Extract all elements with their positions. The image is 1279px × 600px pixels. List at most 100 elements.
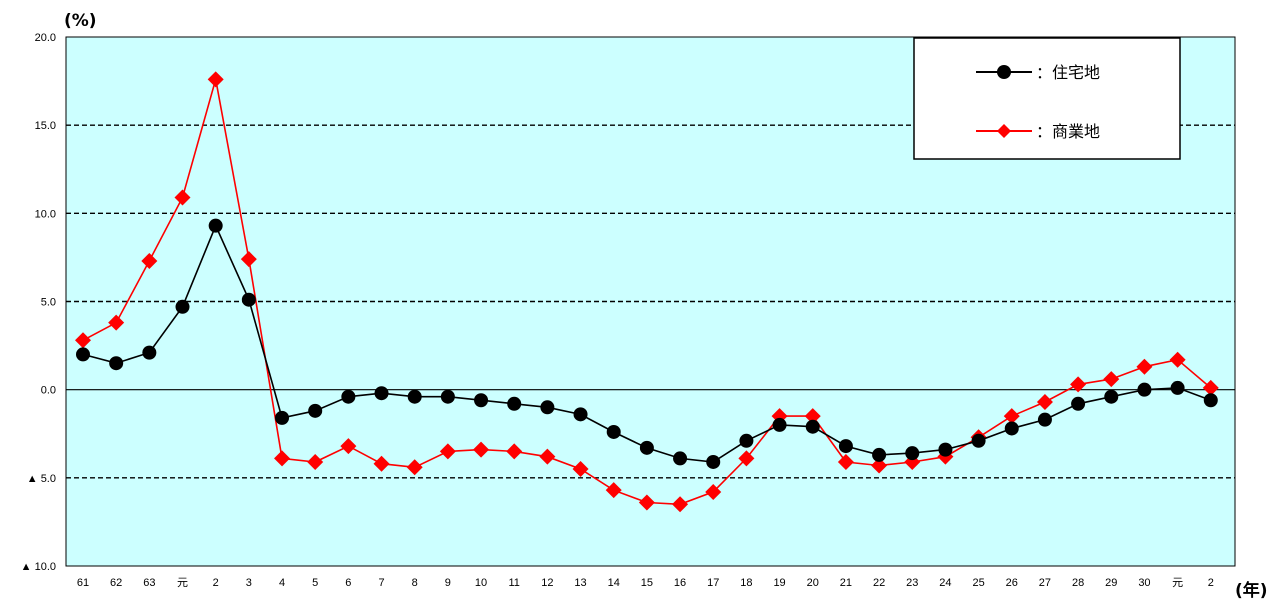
x-tick-label: 10	[475, 577, 487, 589]
data-point	[341, 389, 356, 404]
data-point	[406, 459, 423, 476]
data-point	[340, 438, 357, 455]
x-tick-label: 4	[279, 577, 285, 589]
legend-box	[913, 37, 1181, 160]
data-point	[573, 407, 588, 422]
data-point	[240, 251, 257, 268]
grid-lines	[66, 124, 1235, 479]
data-point	[109, 356, 124, 371]
data-point	[208, 218, 223, 233]
legend-item: ：商業地	[976, 122, 1100, 141]
x-tick-label: 25	[972, 577, 984, 589]
x-tick-label: 8	[412, 577, 418, 589]
data-point	[1003, 408, 1020, 425]
x-tick-label: 13	[574, 577, 586, 589]
x-tick-label: 21	[840, 577, 852, 589]
data-point	[1071, 396, 1086, 411]
data-point	[440, 389, 455, 404]
y-tick-label: 5.0	[41, 297, 56, 309]
x-tick-label: 19	[773, 577, 785, 589]
data-point	[1070, 376, 1087, 393]
data-point	[606, 424, 621, 439]
x-tick-label: 24	[939, 577, 951, 589]
data-point	[739, 433, 754, 448]
series-layer	[75, 71, 1219, 513]
x-tick-label: 11	[508, 577, 519, 589]
series-residential	[76, 218, 1218, 469]
data-point	[639, 440, 654, 455]
data-point	[572, 461, 589, 478]
x-tick-label: 62	[110, 577, 122, 589]
x-tick-label: 7	[378, 577, 384, 589]
data-point	[207, 71, 224, 88]
x-tick-label: 3	[246, 577, 252, 589]
x-tick-label: 15	[641, 577, 653, 589]
data-point	[308, 403, 323, 418]
data-point	[1036, 394, 1053, 411]
x-tick-label: 16	[674, 577, 686, 589]
x-tick-label: 30	[1138, 577, 1150, 589]
data-point	[705, 483, 722, 500]
data-point	[473, 441, 490, 458]
series-commercial	[75, 71, 1219, 513]
data-point	[905, 446, 920, 461]
legend-item: ：住宅地	[976, 63, 1100, 82]
data-point	[872, 447, 887, 462]
x-tick-label: 27	[1039, 577, 1051, 589]
x-axis-unit: (年)	[1235, 580, 1268, 600]
x-tick-label: 2	[213, 577, 219, 589]
x-tick-label: 18	[740, 577, 752, 589]
legend-marker	[997, 65, 1011, 79]
data-point	[373, 455, 390, 472]
data-point	[439, 443, 456, 460]
data-point	[605, 482, 622, 499]
x-tick-label: 5	[312, 577, 318, 589]
x-tick-label: 12	[541, 577, 553, 589]
x-tick-label: 14	[608, 577, 620, 589]
legend-items: ：住宅地 ：商業地	[976, 63, 1100, 141]
data-point	[175, 299, 190, 314]
data-point	[174, 189, 191, 206]
data-point	[108, 314, 125, 331]
y-axis-unit: (%)	[64, 11, 97, 31]
x-tick-label: 63	[143, 577, 155, 589]
data-point	[507, 396, 522, 411]
y-tick-label: 20.0	[35, 32, 56, 44]
x-tick-label: 元	[1172, 577, 1183, 589]
x-tick-label: 29	[1105, 577, 1117, 589]
data-point	[540, 400, 555, 415]
data-point	[871, 457, 888, 474]
x-tick-label: 6	[345, 577, 351, 589]
data-point	[274, 450, 291, 467]
data-point	[141, 252, 158, 269]
x-tick-label: 20	[807, 577, 819, 589]
data-point	[76, 347, 90, 362]
y-tick-label: 15.0	[35, 120, 56, 132]
legend-marker	[997, 124, 1011, 138]
legend: ：住宅地 ：商業地	[913, 37, 1181, 160]
data-point	[142, 345, 157, 360]
data-point	[1037, 412, 1052, 427]
x-axis-ticks: 61 62 63 元 2 3 4 5 6 7 8 9 10 11 12 13 14 15 16 17 18 19 20 21 2…	[77, 577, 1214, 589]
data-point	[1004, 421, 1019, 436]
x-tick-label: 元	[177, 577, 188, 589]
data-point	[241, 292, 256, 307]
data-point	[971, 433, 986, 448]
x-tick-label: 17	[707, 577, 719, 589]
data-point	[638, 494, 655, 511]
y-tick-label: ▲ 10.0	[21, 561, 56, 573]
data-point	[1170, 380, 1185, 395]
data-point	[1103, 371, 1120, 388]
data-point	[738, 450, 755, 467]
x-tick-label: 61	[77, 577, 89, 589]
data-point	[805, 419, 820, 434]
data-point	[706, 454, 721, 469]
y-axis-ticks: 20.0 15.0 10.0 5.0 0.0 ▲ 5.0 ▲ 10.0	[21, 32, 56, 573]
data-point	[374, 386, 389, 401]
data-point	[672, 496, 689, 513]
data-point	[837, 453, 854, 470]
legend-label: ：商業地	[1036, 122, 1100, 141]
data-point	[938, 442, 953, 457]
x-tick-label: 26	[1006, 577, 1018, 589]
data-point	[1203, 393, 1218, 408]
